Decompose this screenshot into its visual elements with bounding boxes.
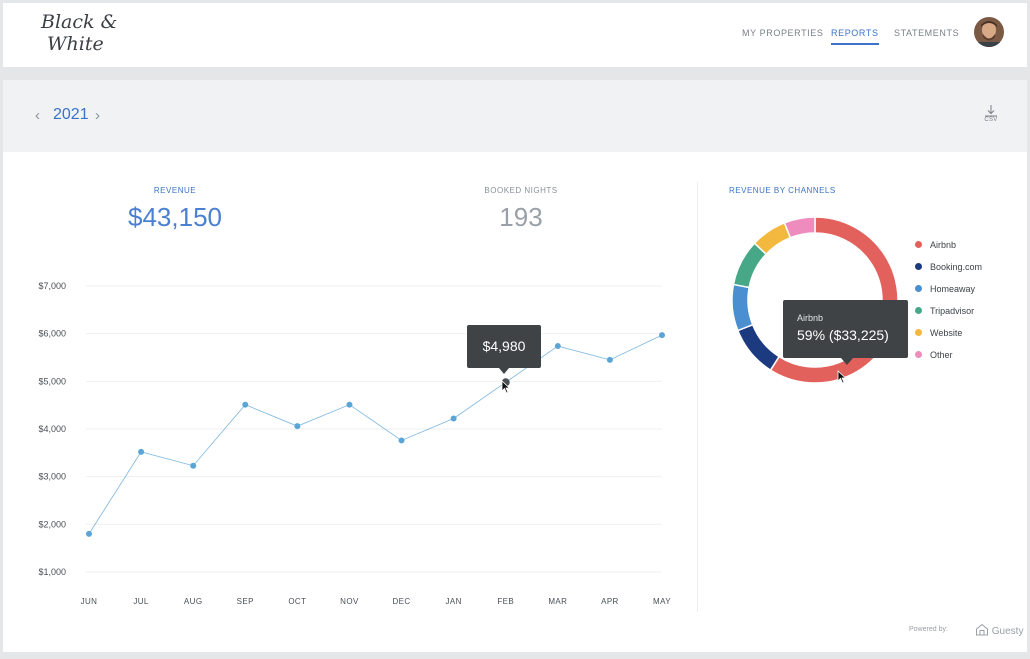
panel-divider [697, 182, 698, 612]
x-tick-label: MAY [653, 597, 671, 606]
data-point[interactable] [294, 423, 301, 430]
tooltip-arrow [841, 358, 853, 365]
download-icon [985, 105, 997, 117]
legend-item-website[interactable]: Website [915, 328, 962, 342]
brand-line-2: White [47, 33, 104, 55]
x-tick-label: AUG [184, 597, 203, 606]
legend-swatch [915, 263, 922, 271]
report-panel: REVENUE $43,150 BOOKED NIGHTS 193 REVENU… [3, 152, 1027, 652]
brand-logo[interactable]: Black & White [41, 11, 121, 55]
y-tick-label: $6,000 [38, 329, 66, 339]
legend-item-tripadvisor[interactable]: Tripadvisor [915, 306, 974, 320]
data-point[interactable] [190, 462, 197, 469]
brand-line-1: Black & [41, 11, 118, 33]
revenue-by-channels-donut [731, 216, 899, 384]
data-point[interactable] [554, 343, 561, 350]
legend-swatch [915, 329, 922, 337]
legend-swatch [915, 351, 922, 359]
revenue-line-chart-svg: $1,000 $2,000 $3,000 $4,000 $5,000 $6,000 $7,0… [38, 281, 671, 606]
x-tick-label: JUN [81, 597, 98, 606]
mouse-cursor-icon [501, 380, 511, 394]
data-point[interactable] [242, 401, 249, 408]
legend-label: Booking.com [930, 262, 983, 272]
y-tick-label: $2,000 [38, 519, 66, 529]
chevron-left-icon[interactable]: ‹ [35, 107, 40, 124]
guesty-label: Guesty [991, 626, 1024, 637]
legend-label: Tripadvisor [930, 306, 975, 316]
legend-item-booking-com[interactable]: Booking.com [915, 262, 982, 276]
powered-by-label: Powered by: [909, 626, 948, 633]
x-tick-label: APR [601, 597, 619, 606]
top-bar: Black & White MY PROPERTIES REPORTS STAT… [3, 3, 1027, 67]
y-tick-label: $3,000 [38, 472, 66, 482]
donut-slice-other[interactable] [783, 216, 816, 239]
chevron-right-icon[interactable]: › [95, 107, 100, 124]
data-point[interactable] [606, 356, 613, 363]
guesty-house-icon [976, 623, 988, 636]
revenue-kpi-label: REVENUE [153, 186, 197, 195]
x-tick-label: OCT [288, 597, 306, 606]
x-tick-label: SEP [237, 597, 254, 606]
guesty-logo[interactable]: Guesty [975, 623, 1023, 637]
channel-tooltip: Airbnb 59% ($33,225) [783, 300, 908, 365]
period-toolbar: ‹ 2021 › CSV [3, 80, 1027, 152]
revenue-series-line [88, 334, 663, 535]
channel-tooltip-title: Airbnb [797, 313, 824, 323]
legend-item-airbnb[interactable]: Airbnb [915, 240, 956, 254]
y-tick-label: $7,000 [38, 281, 66, 291]
y-tick-label: $1,000 [38, 567, 66, 577]
nav-statements[interactable]: STATEMENTS [894, 28, 960, 38]
csv-download-button[interactable]: CSV [982, 104, 1000, 126]
data-point[interactable] [346, 401, 353, 408]
x-tick-label: JAN [445, 597, 461, 606]
legend-label: Other [930, 350, 953, 360]
year-label: 2021 [53, 106, 89, 123]
data-point[interactable] [398, 437, 405, 444]
mouse-cursor-icon [837, 370, 847, 384]
legend-swatch [915, 241, 922, 249]
y-tick-label: $4,000 [38, 424, 66, 434]
legend-item-other[interactable]: Other [915, 350, 953, 364]
y-tick-label: $5,000 [38, 376, 66, 386]
legend-label: Website [930, 328, 963, 338]
csv-label: CSV [984, 117, 998, 123]
channel-tooltip-value: 59% ($33,225) [797, 327, 889, 343]
revenue-line-chart: $1,000 $2,000 $3,000 $4,000 $5,000 $6,000 $7,0… [3, 152, 693, 652]
data-point[interactable] [450, 415, 457, 422]
legend-item-homeaway[interactable]: Homeaway [915, 284, 975, 298]
avatar[interactable] [974, 17, 1004, 47]
legend-label: Homeaway [930, 284, 976, 294]
donut-slice-homeaway[interactable] [731, 283, 754, 332]
x-tick-label: MAR [548, 597, 567, 606]
data-point[interactable] [138, 448, 145, 455]
data-point[interactable] [86, 530, 92, 537]
revenue-tooltip: $4,980 [467, 325, 541, 374]
x-tick-label: DEC [392, 597, 410, 606]
donut-slice-booking-com[interactable] [736, 323, 781, 372]
x-tick-label: JUL [133, 597, 149, 606]
legend-swatch [915, 307, 922, 315]
nav-reports[interactable]: REPORTS [831, 28, 879, 45]
booked-nights-value: 193 [499, 202, 543, 232]
revenue-kpi-value: $43,150 [128, 202, 222, 232]
tooltip-arrow [499, 368, 509, 374]
revenue-tooltip-value: $4,980 [482, 338, 526, 354]
x-tick-label: FEB [497, 597, 514, 606]
x-tick-label: NOV [340, 597, 359, 606]
legend-swatch [915, 285, 922, 293]
user-avatar-image [974, 17, 1004, 47]
legend-label: Airbnb [930, 240, 957, 250]
data-point[interactable] [659, 332, 665, 339]
booked-nights-label: BOOKED NIGHTS [484, 186, 558, 195]
nav-my-properties[interactable]: MY PROPERTIES [742, 28, 824, 38]
channels-title: REVENUE BY CHANNELS [729, 186, 836, 195]
